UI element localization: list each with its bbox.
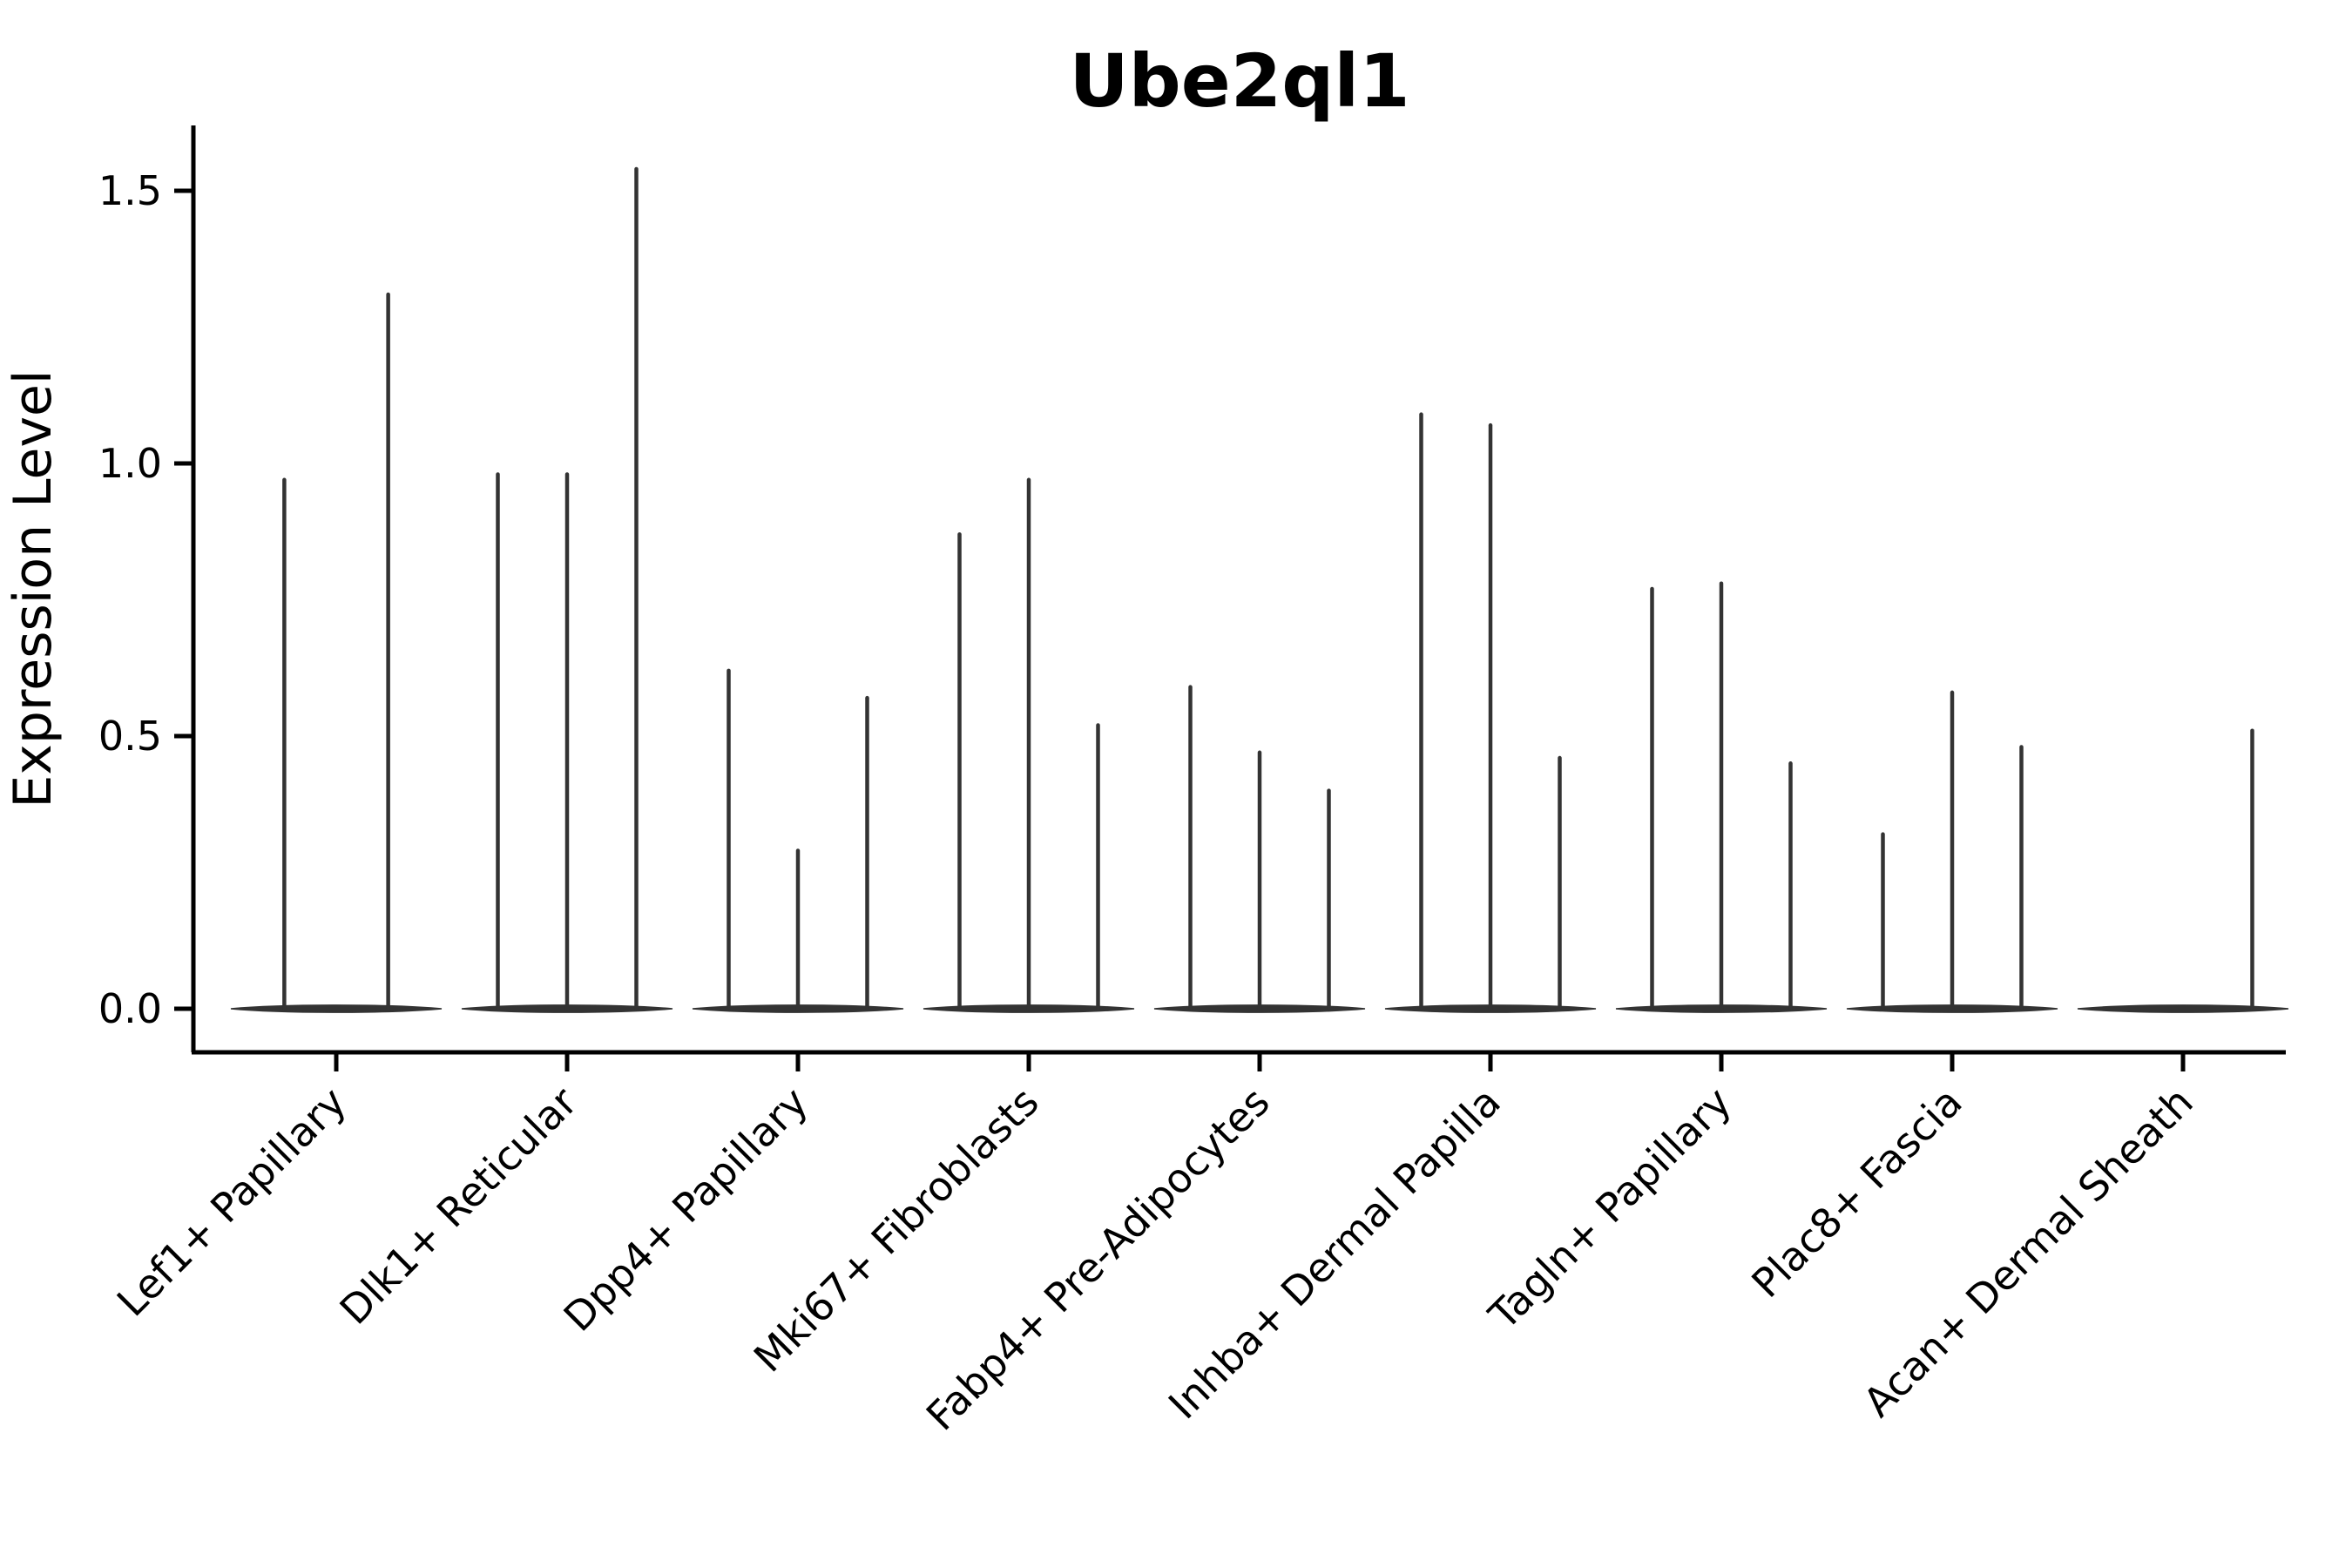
x-tick-label: Tagln+ Papillary xyxy=(1479,1078,1740,1340)
violin-baseline xyxy=(230,1004,443,1013)
chart-title: Ube2ql1 xyxy=(1069,38,1409,124)
y-tick-label: 0.5 xyxy=(98,713,162,760)
violin-baseline xyxy=(2077,1004,2289,1013)
y-tick-label: 0.0 xyxy=(98,985,162,1032)
x-tick-label: Dpp4+ Papillary xyxy=(555,1078,817,1341)
violins-layer xyxy=(230,166,2289,1013)
y-tick-label: 1.5 xyxy=(98,167,162,214)
x-tick-label: Dlk1+ Reticular xyxy=(331,1078,586,1334)
y-tick-label: 1.0 xyxy=(98,440,162,487)
x-tick-label: Lef1+ Papillary xyxy=(108,1078,355,1326)
x-tick-label: Plac8+ Fascia xyxy=(1742,1078,1970,1307)
y-axis-title: Expression Level xyxy=(3,369,64,808)
